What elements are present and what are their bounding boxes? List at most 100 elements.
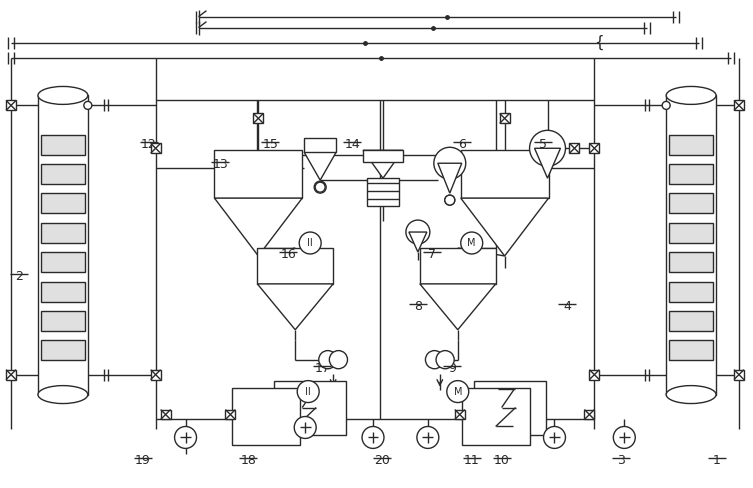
Bar: [420, 248, 495, 284]
Bar: [274, 381, 346, 435]
Text: 9: 9: [448, 362, 456, 375]
Bar: [669, 311, 713, 331]
Bar: [304, 138, 336, 152]
Bar: [590, 143, 599, 153]
Bar: [500, 113, 510, 123]
Bar: [590, 369, 599, 380]
Bar: [215, 150, 302, 198]
Bar: [41, 282, 85, 302]
Bar: [462, 387, 529, 446]
Bar: [41, 252, 85, 272]
Bar: [160, 409, 171, 420]
Polygon shape: [215, 198, 302, 256]
Circle shape: [299, 232, 322, 254]
Bar: [669, 340, 713, 360]
Ellipse shape: [666, 386, 716, 404]
Circle shape: [294, 416, 316, 438]
Circle shape: [314, 181, 326, 193]
Text: 14: 14: [344, 138, 360, 151]
Bar: [734, 101, 744, 110]
Bar: [669, 164, 713, 184]
Text: 18: 18: [240, 454, 256, 468]
Ellipse shape: [38, 86, 88, 104]
Circle shape: [425, 350, 444, 369]
Bar: [474, 381, 545, 435]
Text: 2: 2: [15, 270, 23, 283]
Circle shape: [417, 427, 439, 448]
Bar: [669, 252, 713, 272]
Circle shape: [447, 381, 468, 403]
Polygon shape: [409, 232, 427, 252]
Text: 10: 10: [494, 454, 510, 468]
Text: 13: 13: [212, 158, 228, 171]
Circle shape: [445, 195, 455, 205]
Bar: [151, 369, 160, 380]
Bar: [253, 113, 264, 123]
Text: 1: 1: [713, 454, 721, 468]
Circle shape: [329, 350, 347, 369]
Bar: [258, 248, 333, 284]
Bar: [669, 193, 713, 213]
Bar: [233, 387, 300, 446]
Bar: [669, 282, 713, 302]
Circle shape: [436, 350, 454, 369]
Circle shape: [662, 102, 670, 109]
Polygon shape: [363, 150, 403, 178]
Bar: [461, 150, 548, 198]
Polygon shape: [304, 152, 336, 180]
Ellipse shape: [666, 86, 716, 104]
Circle shape: [434, 147, 466, 179]
Bar: [6, 101, 16, 110]
Circle shape: [544, 427, 566, 448]
Text: 17: 17: [314, 362, 330, 375]
Polygon shape: [420, 284, 495, 330]
Bar: [151, 143, 160, 153]
Text: 4: 4: [563, 300, 572, 313]
Bar: [41, 311, 85, 331]
Text: 16: 16: [280, 248, 296, 261]
Text: 15: 15: [262, 138, 279, 151]
Bar: [669, 135, 713, 155]
Circle shape: [461, 232, 483, 254]
Circle shape: [614, 427, 636, 448]
Text: M: M: [453, 386, 462, 397]
Circle shape: [529, 130, 566, 166]
Text: 8: 8: [414, 300, 422, 313]
Bar: [41, 135, 85, 155]
Bar: [363, 150, 403, 162]
Bar: [569, 143, 579, 153]
Bar: [584, 409, 594, 420]
Text: II: II: [305, 386, 311, 397]
Text: 19: 19: [135, 454, 151, 468]
Circle shape: [445, 195, 455, 205]
Bar: [38, 96, 88, 395]
Bar: [666, 96, 716, 395]
Bar: [367, 178, 399, 206]
Ellipse shape: [38, 386, 88, 404]
Text: 7: 7: [428, 248, 436, 261]
Circle shape: [362, 427, 384, 448]
Text: {: {: [594, 35, 604, 50]
Bar: [669, 223, 713, 243]
Text: II: II: [307, 238, 313, 248]
Bar: [41, 164, 85, 184]
Bar: [6, 369, 16, 380]
Bar: [455, 409, 465, 420]
Bar: [41, 223, 85, 243]
Polygon shape: [258, 284, 333, 330]
Text: 5: 5: [538, 138, 547, 151]
Circle shape: [297, 381, 319, 403]
Bar: [225, 409, 236, 420]
Polygon shape: [461, 198, 548, 256]
Bar: [41, 340, 85, 360]
Circle shape: [175, 427, 197, 448]
Circle shape: [319, 350, 337, 369]
Text: 20: 20: [374, 454, 390, 468]
Bar: [734, 369, 744, 380]
Text: M: M: [468, 238, 476, 248]
Polygon shape: [535, 148, 560, 178]
Polygon shape: [437, 163, 462, 193]
Text: 12: 12: [141, 138, 157, 151]
Text: 6: 6: [458, 138, 465, 151]
Text: 11: 11: [464, 454, 480, 468]
